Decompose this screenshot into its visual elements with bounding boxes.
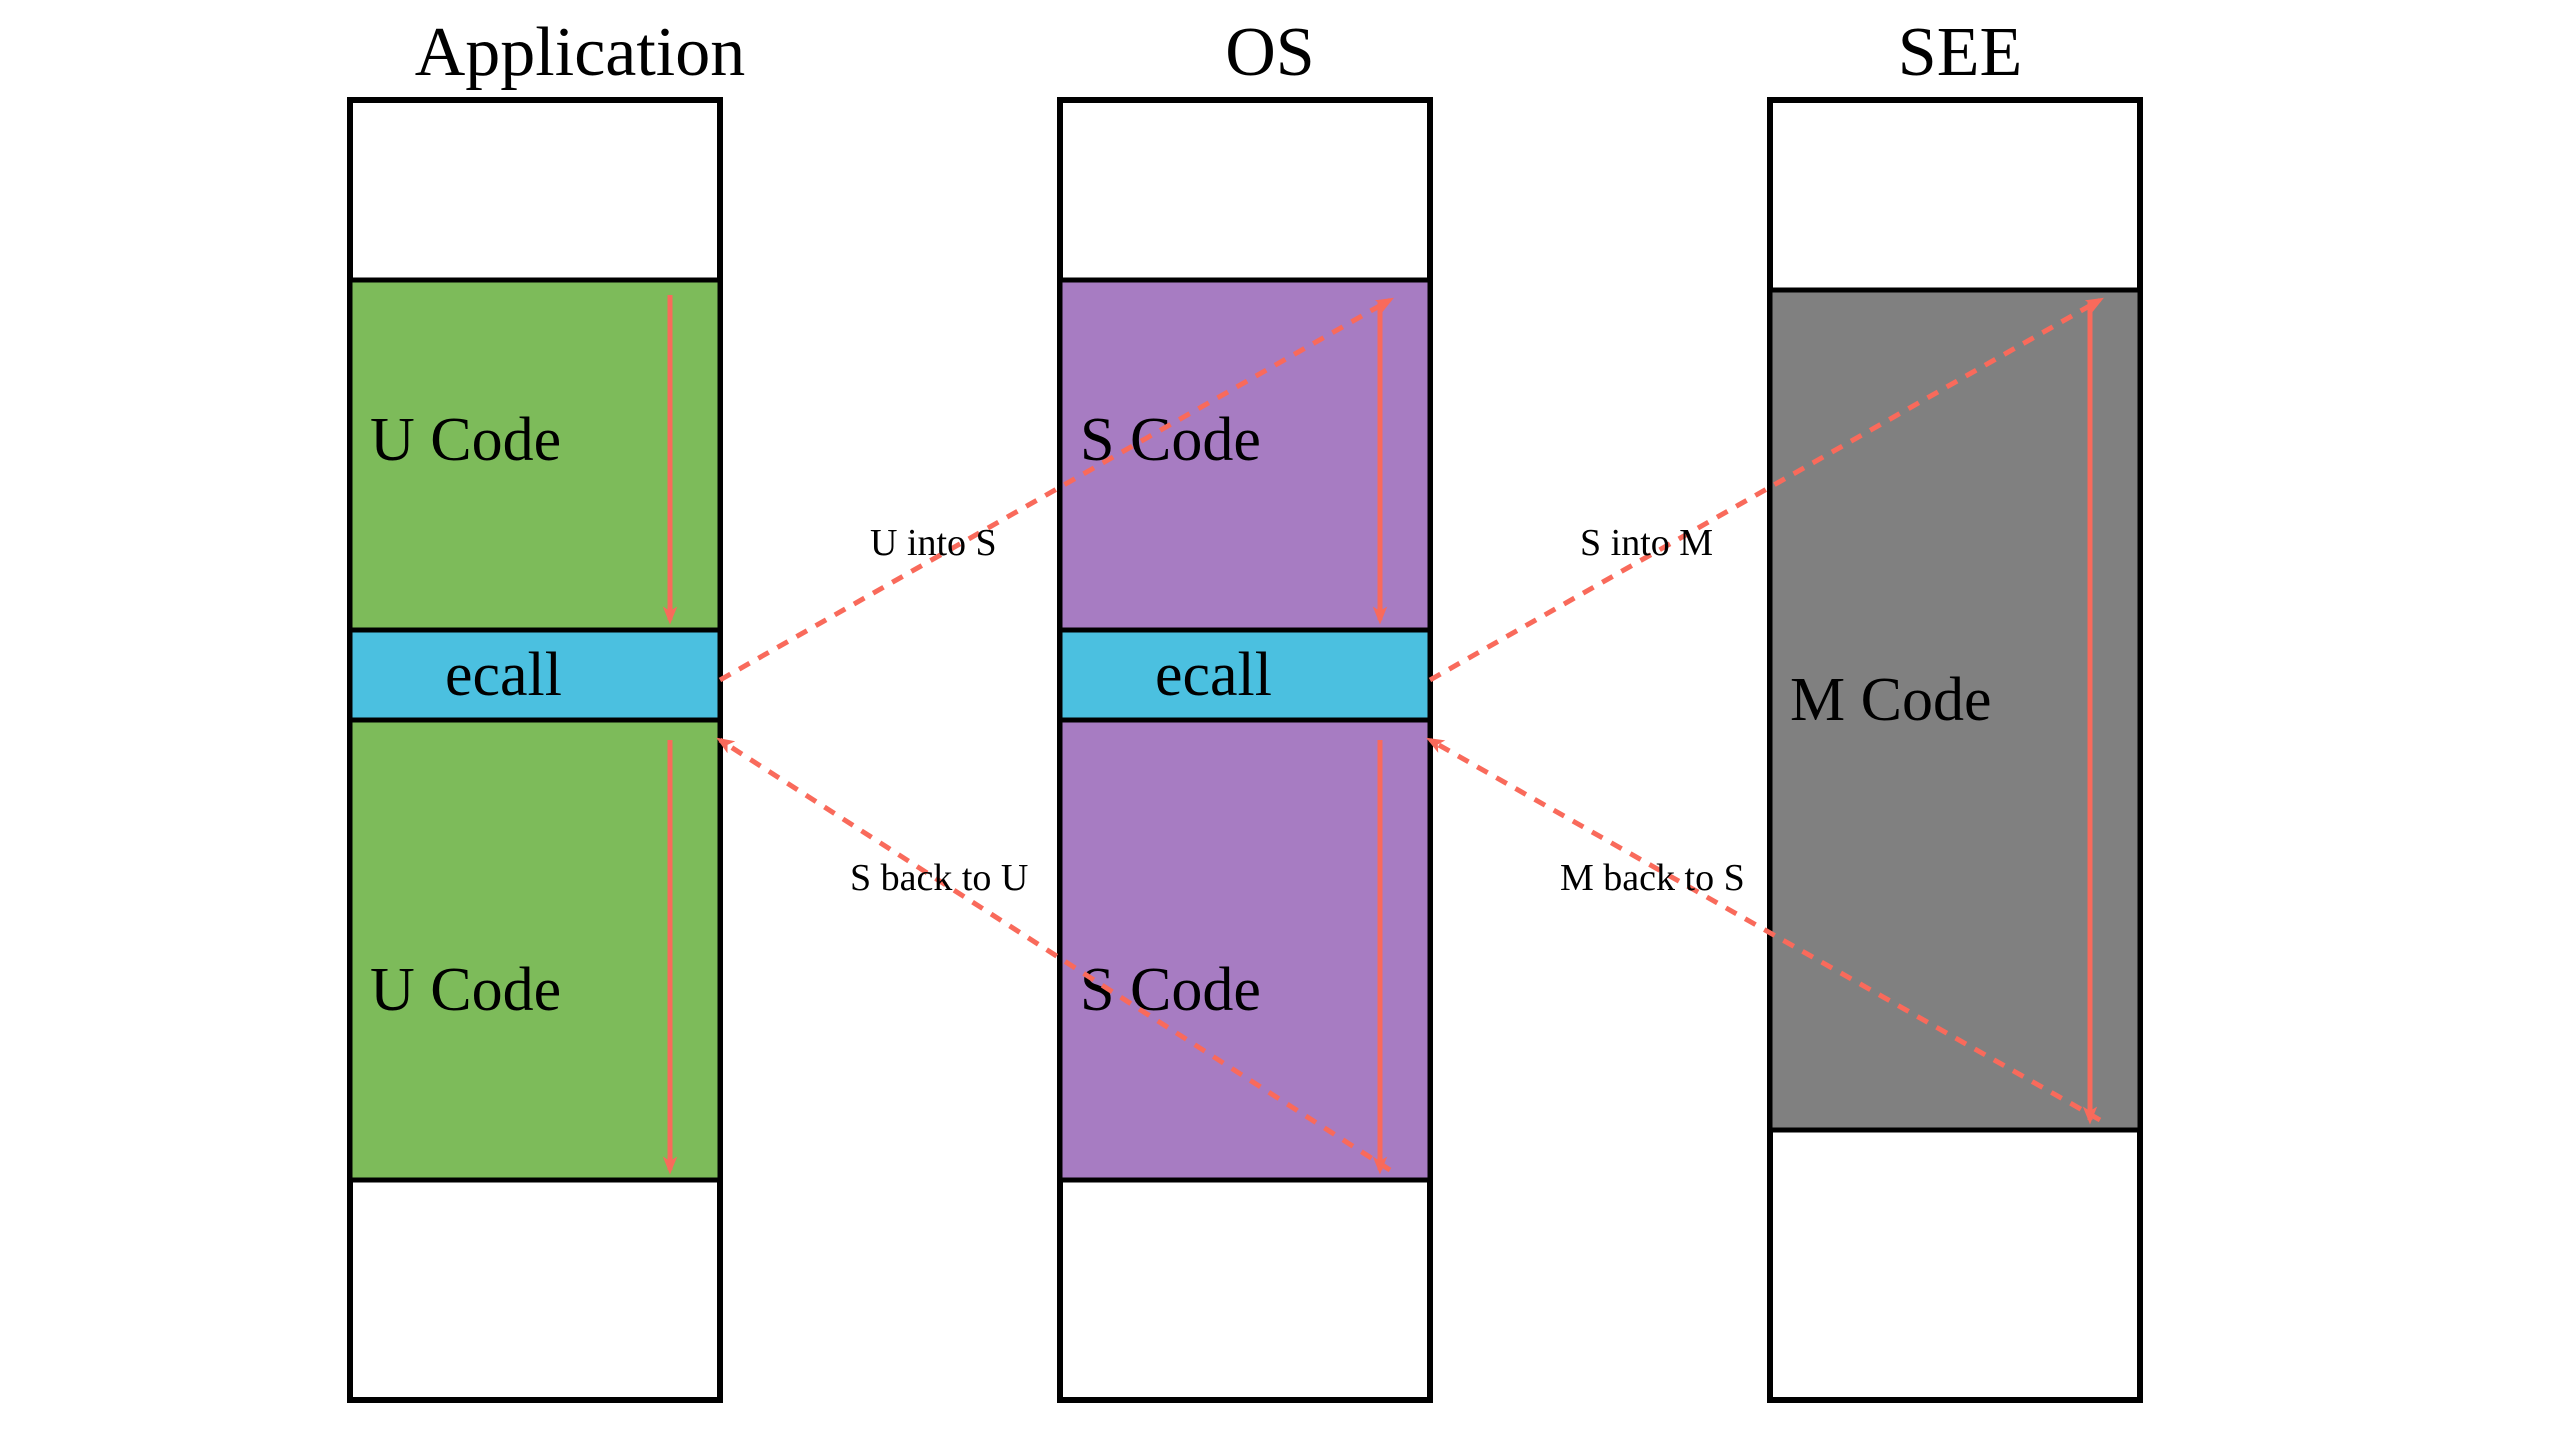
segment-label-os-ecall: ecall	[1155, 641, 1272, 709]
column-title-os: OS	[1225, 14, 1314, 91]
column-title-see: SEE	[1898, 14, 2022, 91]
segment-label-os-s-top: S Code	[1080, 406, 1261, 474]
segment-label-app-ecall: ecall	[445, 641, 562, 709]
privilege-mode-diagram: U Code ecall U Code Application S Code ecall S…	[0, 0, 2560, 1440]
column-os: S CodeecallS CodeOS	[1060, 14, 1430, 1400]
arrow-label-os-to-app: S back to U	[850, 857, 1028, 899]
diagram-root: U Code ecall U Code Application S Code ecall S…	[350, 14, 2140, 1400]
column-application: U Code ecall U Code Application	[350, 14, 745, 1400]
column-title-application: Application	[415, 14, 745, 91]
arrow-label-os-to-see: S into M	[1580, 522, 1713, 564]
column-see: M Code SEE	[1770, 14, 2140, 1400]
arrow-label-see-to-os: M back to S	[1560, 857, 1745, 899]
segment-app-u-bot	[350, 720, 720, 1180]
segment-label-see-m: M Code	[1790, 666, 1992, 734]
segment-label-app-u-top: U Code	[370, 406, 561, 474]
arrow-label-app-to-os: U into S	[870, 522, 997, 564]
segment-os-s-bot	[1060, 720, 1430, 1180]
segment-label-app-u-bot: U Code	[370, 956, 561, 1024]
